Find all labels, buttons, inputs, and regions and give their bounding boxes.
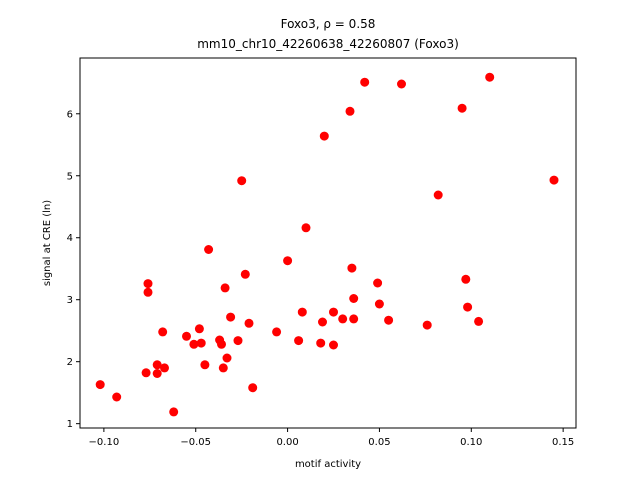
plot-area-frame xyxy=(79,57,577,429)
data-point xyxy=(283,256,293,266)
data-point xyxy=(272,327,282,337)
data-point xyxy=(143,287,153,297)
data-point xyxy=(182,331,191,341)
data-point xyxy=(349,294,359,303)
x-tick-label: 0.15 xyxy=(552,437,574,448)
chart-title-line2: mm10_chr10_42260638_42260807 (Foxo3) xyxy=(197,37,459,51)
data-point xyxy=(461,274,471,284)
data-point xyxy=(220,283,230,293)
data-point xyxy=(463,302,473,312)
data-point xyxy=(549,175,559,185)
data-point xyxy=(141,368,151,378)
data-point xyxy=(329,340,338,350)
data-point xyxy=(152,369,162,378)
data-point xyxy=(196,338,206,348)
data-point xyxy=(347,263,357,273)
data-point xyxy=(345,106,355,116)
data-point xyxy=(433,190,443,200)
data-point xyxy=(349,314,359,324)
data-points xyxy=(95,72,559,417)
data-point xyxy=(152,360,162,370)
data-point xyxy=(95,380,105,390)
data-point xyxy=(474,316,484,326)
data-point xyxy=(143,279,153,289)
data-point xyxy=(485,72,495,82)
data-point xyxy=(158,327,168,337)
data-point xyxy=(374,299,384,309)
data-point xyxy=(422,320,432,330)
data-point xyxy=(233,336,243,346)
data-point xyxy=(169,407,179,417)
data-point xyxy=(294,336,304,346)
data-point xyxy=(237,176,247,186)
data-point xyxy=(457,103,467,113)
x-tick-label: −0.05 xyxy=(180,437,211,448)
x-tick-label: 0.05 xyxy=(368,437,390,448)
data-point xyxy=(301,223,311,233)
data-point xyxy=(189,339,199,349)
data-point xyxy=(222,353,232,363)
data-point xyxy=(204,245,214,254)
y-axis-ticks: 1 2 3 4 5 6 xyxy=(67,109,80,430)
y-tick-label: 4 xyxy=(67,233,73,244)
y-axis-label: signal at CRE (ln) xyxy=(42,200,53,286)
data-point xyxy=(297,307,307,317)
y-tick-label: 6 xyxy=(67,109,73,120)
data-point xyxy=(217,339,226,349)
data-point xyxy=(338,314,348,324)
data-point xyxy=(319,131,329,141)
data-point xyxy=(244,318,254,328)
data-point xyxy=(226,312,236,322)
data-point xyxy=(112,392,122,402)
y-tick-label: 1 xyxy=(67,419,73,430)
y-tick-label: 2 xyxy=(67,357,73,368)
data-point xyxy=(248,383,258,393)
x-axis-ticks: −0.10 −0.05 0.00 0.05 0.10 0.15 xyxy=(89,428,574,448)
data-point xyxy=(194,324,204,334)
data-point xyxy=(160,363,169,373)
data-point xyxy=(218,363,228,373)
data-point xyxy=(384,315,394,325)
y-tick-label: 5 xyxy=(67,171,73,182)
x-tick-label: −0.10 xyxy=(89,437,120,448)
chart-title-line1: Foxo3, ρ = 0.58 xyxy=(281,17,376,31)
data-point xyxy=(360,77,370,87)
x-tick-label: 0.10 xyxy=(460,437,482,448)
data-point xyxy=(316,338,326,348)
data-point xyxy=(200,360,210,370)
data-point xyxy=(373,278,383,288)
data-point xyxy=(240,269,250,279)
data-point xyxy=(329,307,338,317)
data-point xyxy=(397,79,406,89)
x-tick-label: 0.00 xyxy=(276,437,298,448)
data-point xyxy=(318,317,327,327)
x-axis-label: motif activity xyxy=(295,459,361,470)
y-tick-label: 3 xyxy=(67,295,73,306)
